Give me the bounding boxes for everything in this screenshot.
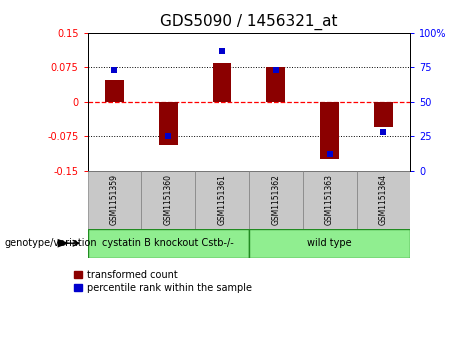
Text: GSM1151359: GSM1151359 (110, 174, 119, 225)
Bar (213, 62, 231, 102)
Bar (249, 229, 410, 258)
Text: GSM1151360: GSM1151360 (164, 174, 173, 225)
Text: cystatin B knockout Cstb-/-: cystatin B knockout Cstb-/- (102, 238, 234, 248)
Point (272, 67, 279, 73)
Text: GSM1151362: GSM1151362 (272, 174, 280, 225)
Text: GSM1151364: GSM1151364 (379, 174, 388, 225)
Bar (195, 171, 249, 229)
Point (219, 48, 226, 53)
Text: GSM1151363: GSM1151363 (325, 174, 334, 225)
Text: wild type: wild type (307, 238, 352, 248)
Text: genotype/variation: genotype/variation (5, 238, 97, 248)
Bar (303, 171, 356, 229)
Bar (374, 102, 393, 127)
Point (380, 129, 387, 135)
Bar (142, 171, 195, 229)
Bar (159, 102, 177, 145)
Title: GDS5090 / 1456321_at: GDS5090 / 1456321_at (160, 14, 338, 30)
Bar (266, 67, 285, 102)
Bar (88, 171, 142, 229)
Point (111, 67, 118, 73)
Point (165, 133, 172, 139)
Bar (88, 229, 249, 258)
Bar (249, 171, 303, 229)
Bar (105, 79, 124, 102)
Text: GSM1151361: GSM1151361 (218, 174, 226, 225)
Bar (320, 102, 339, 159)
Point (326, 151, 333, 157)
Bar (356, 171, 410, 229)
Legend: transformed count, percentile rank within the sample: transformed count, percentile rank withi… (74, 270, 252, 293)
